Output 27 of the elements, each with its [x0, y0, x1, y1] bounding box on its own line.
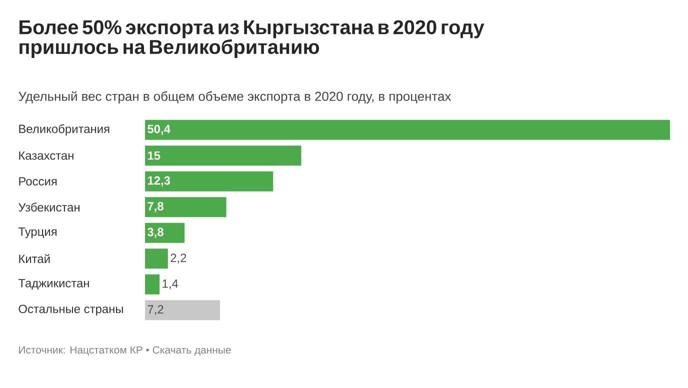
- y-tick-label: Таджикистан: [18, 279, 89, 290]
- chart-title: Более 50% экспорта из Кыргызстана в 2020 году пришлось на Великобританию: [20, 20, 484, 58]
- text: Источник: Нацстатком КР • Скачать данные: [19, 346, 231, 356]
- y-tick-label: Россия: [19, 177, 57, 186]
- y-tick-label: Узбекистан: [18, 202, 80, 212]
- data-label: 7,8: [148, 202, 164, 212]
- y-tick-label: Китай: [19, 254, 50, 264]
- data-label: 15: [148, 151, 160, 160]
- bar: [145, 300, 220, 320]
- y-tick-label: Казахстан: [19, 151, 74, 160]
- bar: [145, 197, 226, 218]
- data-label: 3,8: [147, 228, 164, 238]
- bar: [145, 171, 274, 192]
- y-tick-label: Турция: [18, 228, 57, 238]
- data-label: 7,2: [148, 305, 164, 316]
- bar: [145, 222, 185, 243]
- bar: [145, 248, 168, 269]
- bar: [145, 274, 160, 294]
- y-tick-label: Великобритания: [19, 124, 110, 136]
- bar: [145, 120, 670, 140]
- data-label: 12,3: [148, 176, 170, 186]
- y-tick-label: Остальные страны: [18, 304, 123, 316]
- chart-subtitle: Удельный вес стран в общем объеме экспорта в 2020 году, в процентах: [18, 91, 452, 104]
- data-label: 50,4: [148, 124, 170, 135]
- data-label: 2,2: [170, 254, 186, 264]
- data-label: 1,4: [162, 279, 178, 290]
- bar: [145, 146, 302, 166]
